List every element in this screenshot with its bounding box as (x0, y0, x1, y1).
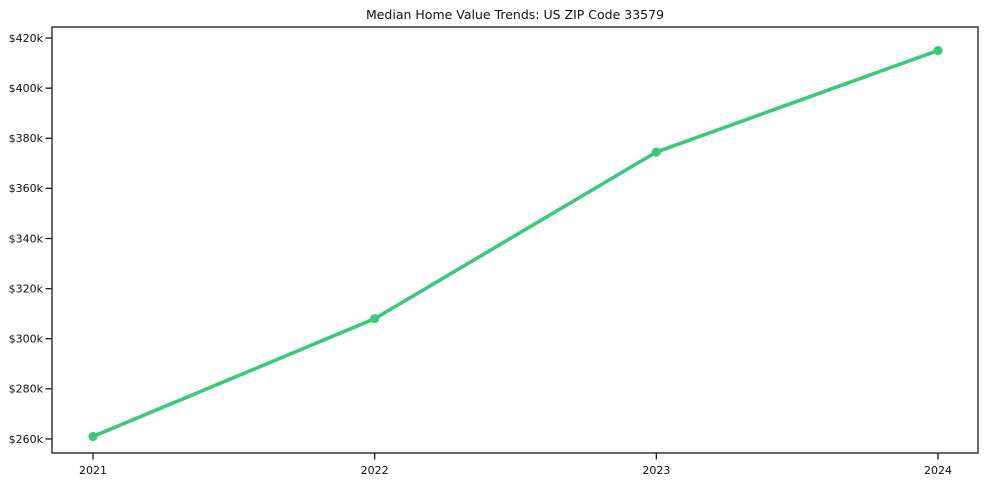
data-point-marker (933, 45, 943, 56)
data-point-marker (651, 147, 661, 157)
y-tick-label: $300k (9, 333, 44, 346)
data-point-marker (88, 431, 98, 442)
y-tick-label: $260k (9, 433, 44, 446)
plot-border (51, 26, 979, 454)
y-tick-label: $360k (9, 182, 44, 195)
series-line (91, 48, 940, 439)
y-tick-label: $420k (9, 32, 44, 45)
x-tick-label: 2024 (924, 464, 952, 477)
y-tick-label: $400k (9, 82, 44, 95)
y-tick-label: $340k (9, 232, 44, 245)
x-tick-label: 2023 (642, 464, 670, 477)
x-tick-label: 2021 (79, 464, 107, 477)
y-tick-label: $280k (9, 383, 44, 396)
y-tick-label: $320k (9, 282, 44, 295)
x-tick-label: 2022 (361, 464, 389, 477)
chart-title: Median Home Value Trends: US ZIP Code 33… (365, 7, 665, 22)
y-tick-label: $380k (9, 132, 44, 145)
data-point-marker (370, 314, 380, 324)
